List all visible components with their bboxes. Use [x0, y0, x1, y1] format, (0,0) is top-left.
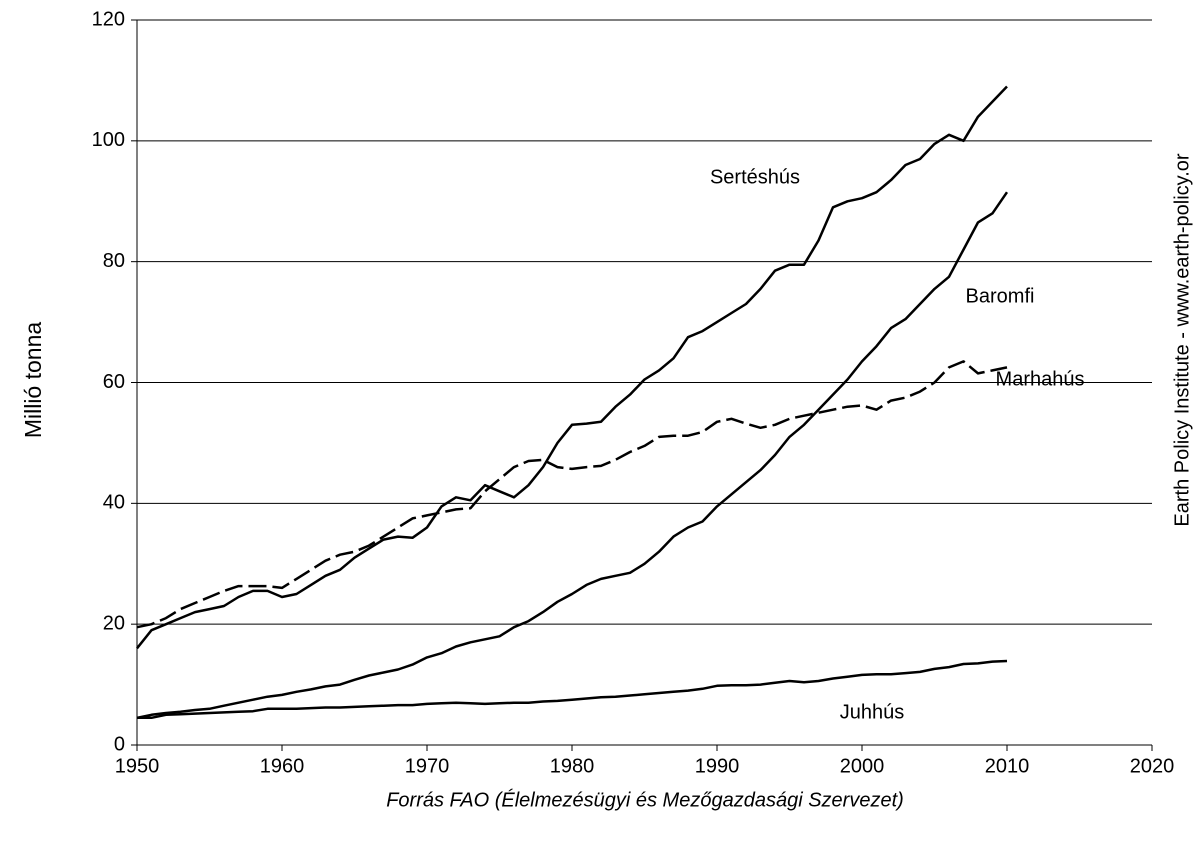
y-axis-label: Millió tonna — [20, 322, 46, 439]
series-line — [136, 191, 1009, 720]
y-tick-label: 0 — [114, 733, 125, 755]
x-axis-label: Forrás FAO (Élelmezésügyi és Mezőgazdasá… — [386, 788, 904, 811]
series-label: Baromfi — [966, 285, 1035, 307]
series-line — [136, 85, 1008, 650]
x-tick-label: 2020 — [1130, 755, 1175, 777]
x-tick-label: 2010 — [985, 755, 1030, 777]
series-label: Marhahús — [996, 368, 1085, 390]
x-tick-label: 2000 — [840, 755, 885, 777]
side-note: Earth Policy Institute - www.earth-polic… — [1171, 153, 1193, 526]
x-tick-label: 1960 — [260, 755, 305, 777]
y-tick-label: 100 — [92, 129, 125, 151]
y-tick-label: 40 — [103, 492, 125, 514]
y-tick-label: 120 — [92, 8, 125, 30]
y-tick-label: 20 — [103, 612, 125, 634]
y-tick-label: 60 — [103, 371, 125, 393]
x-tick-label: 1980 — [550, 755, 595, 777]
y-tick-label: 80 — [103, 250, 125, 272]
x-tick-label: 1950 — [115, 755, 160, 777]
series-line — [136, 360, 1008, 629]
series-label: Juhhús — [840, 701, 905, 723]
series-label: Sertéshús — [710, 166, 800, 188]
series-line — [137, 659, 1008, 720]
x-tick-label: 1970 — [405, 755, 450, 777]
x-tick-label: 1990 — [695, 755, 740, 777]
